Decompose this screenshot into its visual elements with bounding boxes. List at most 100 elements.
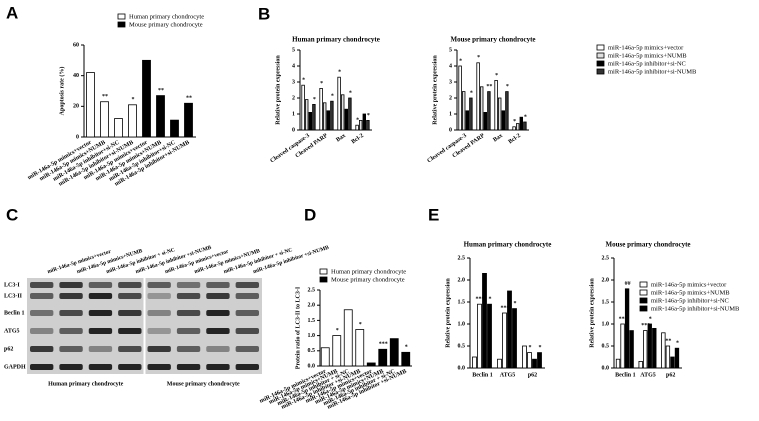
x-tick-label: ATG5 — [500, 372, 516, 378]
blot-row-label: ATG5 — [4, 328, 20, 334]
panel-letter: D — [304, 205, 316, 224]
significance-label: * — [302, 78, 305, 84]
blot-row-label: p62 — [4, 346, 13, 352]
bar — [532, 358, 537, 369]
bar — [615, 358, 621, 369]
y-tick-label: 0.5 — [458, 343, 466, 349]
bar — [340, 94, 345, 131]
bar — [522, 345, 527, 369]
bar — [378, 348, 388, 367]
bar — [620, 323, 625, 369]
bar — [624, 288, 630, 369]
y-tick-label: 4 — [449, 63, 452, 69]
significance-label: * — [320, 81, 323, 87]
blot-group-label: Mouse primary chondrocyte — [167, 381, 240, 387]
legend-label: Human primary chondrocyte — [129, 13, 204, 20]
significance-label: * — [539, 345, 542, 351]
y-axis-label: Relative protein expression — [275, 55, 281, 125]
y-tick-label: 0 — [292, 127, 295, 133]
blot-band — [118, 293, 142, 299]
significance-label: * — [529, 345, 532, 351]
blot-band — [206, 293, 230, 299]
bar — [348, 97, 352, 131]
blot-band — [147, 310, 171, 316]
bar — [647, 323, 652, 369]
bar — [156, 95, 165, 138]
significance-label: * — [524, 114, 527, 120]
bar — [501, 110, 505, 131]
y-tick-label: 1.5 — [602, 299, 610, 305]
bar — [477, 303, 482, 369]
blot-band — [147, 328, 171, 334]
blot-band — [235, 328, 259, 334]
blot-band — [147, 293, 171, 299]
blot-band — [88, 328, 113, 334]
significance-label: * — [513, 119, 516, 125]
bar — [674, 347, 680, 369]
bar — [469, 97, 473, 131]
blot-band — [176, 282, 201, 288]
y-tick-label: 1.5 — [308, 318, 316, 324]
y-tick-label: 2.5 — [458, 255, 466, 261]
bar — [355, 124, 359, 131]
significance-label: * — [495, 73, 498, 79]
significance-label: * — [676, 341, 679, 347]
bar — [100, 101, 109, 138]
blot-band — [88, 293, 113, 299]
bar — [523, 121, 527, 131]
legend-label: Human primary chondrocyte — [331, 268, 406, 275]
y-axis-label: Apoptosis rate (%) — [58, 67, 65, 116]
legend-swatch — [117, 21, 126, 28]
bar — [320, 347, 330, 367]
blot-band — [206, 364, 230, 370]
chart-title: Human primary chondrocyte — [292, 36, 380, 44]
legend-swatch — [639, 281, 648, 288]
y-tick-label: 3 — [292, 79, 295, 85]
legend-label: miR-146a-5p mimics+vector — [651, 281, 727, 288]
significance-label: ** — [665, 338, 671, 344]
x-tick-label: Cleaved PARP — [295, 133, 330, 160]
bar — [497, 97, 502, 131]
bar — [114, 118, 123, 138]
legend-label: miR-146a-5p inhibitor+si-NC — [608, 60, 686, 67]
bar — [638, 360, 643, 369]
x-tick-label: Bcl-2 — [351, 133, 365, 146]
bar — [461, 91, 466, 131]
significance-label: * — [459, 58, 462, 64]
bar — [629, 330, 634, 369]
panel-letter: B — [258, 4, 270, 23]
y-tick-label: 5 — [449, 47, 452, 53]
bar — [507, 290, 512, 369]
bar — [665, 345, 671, 369]
blot-band — [59, 364, 83, 370]
blot-band — [30, 346, 54, 352]
y-tick-label: 0 — [76, 134, 79, 140]
y-tick-label: 2 — [292, 95, 295, 101]
blot-band — [176, 364, 201, 370]
blot-band — [176, 310, 201, 316]
chart-title: Mouse primary chondrocyte — [605, 241, 690, 249]
blot-band — [206, 346, 230, 352]
y-axis-label: Relative protein expression — [432, 55, 438, 125]
legend-label: Mouse primary chondrocyte — [331, 276, 405, 283]
significance-label: * — [313, 97, 316, 103]
bar — [366, 120, 370, 131]
bar — [366, 362, 376, 367]
legend-label: miR-146a-5p mimics+vector — [608, 44, 684, 51]
x-tick-label: Beclin 1 — [615, 372, 636, 378]
legend-swatch — [117, 13, 126, 20]
blot-row-label: GAPDH — [4, 364, 26, 370]
bar — [330, 100, 334, 131]
blot-band — [59, 310, 83, 316]
blot-band — [88, 346, 113, 352]
y-tick-label: 0.0 — [308, 363, 316, 369]
y-tick-label: 1.0 — [458, 321, 466, 327]
legend-swatch — [596, 52, 605, 59]
bar — [476, 62, 480, 131]
legend-label: miR-146a-5p mimics+NUMB — [608, 52, 687, 59]
bar — [312, 104, 316, 131]
y-tick-label: 0.0 — [602, 365, 610, 371]
y-tick-label: 2 — [449, 95, 452, 101]
legend-swatch — [319, 276, 328, 283]
significance-label: *** — [641, 323, 650, 329]
